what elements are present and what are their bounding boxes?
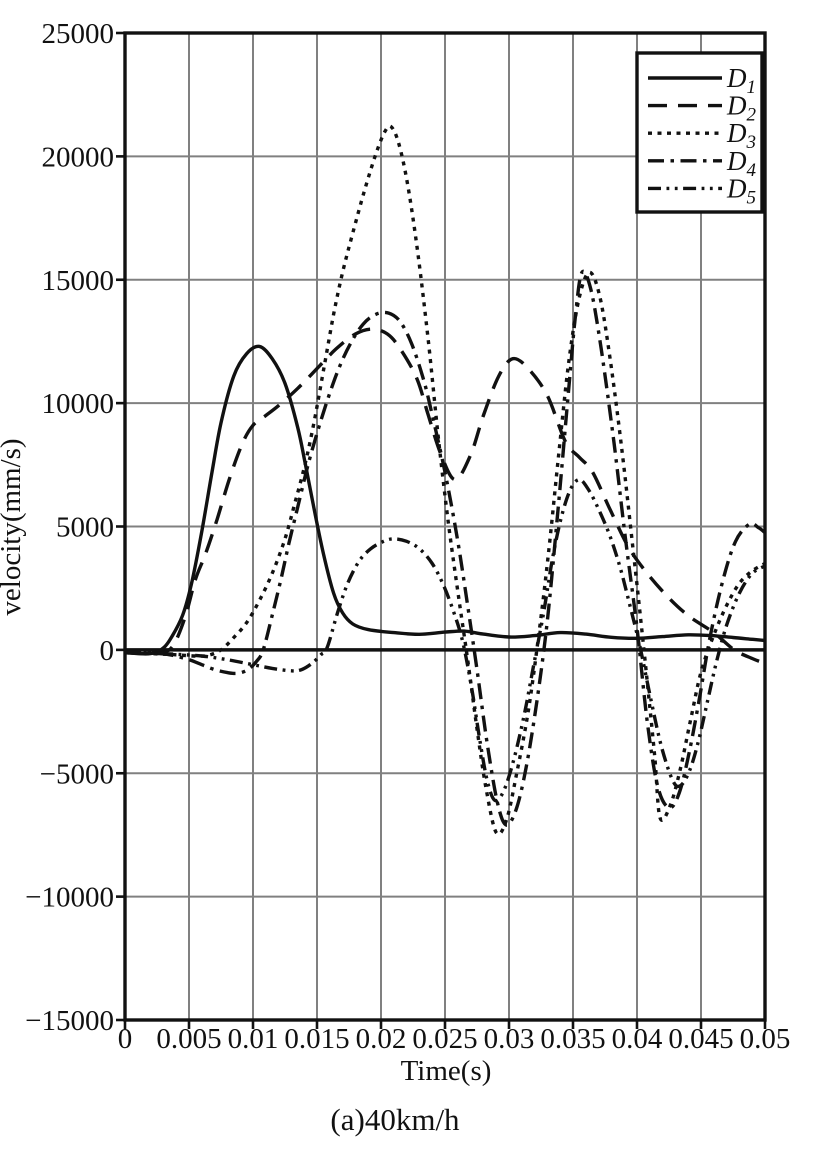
y-tick-label: 20000 bbox=[42, 141, 115, 173]
plot-border bbox=[123, 31, 767, 1022]
y-axis-title: velocity(mm/s) bbox=[0, 438, 27, 615]
x-tick-label: 0.015 bbox=[284, 1023, 349, 1055]
y-tick-label: 10000 bbox=[42, 388, 115, 420]
x-axis-title: Time(s) bbox=[401, 1055, 492, 1087]
legend-label-d2: D2 bbox=[726, 91, 757, 126]
x-tick-label: 0.045 bbox=[668, 1023, 733, 1055]
legend-label-d1: D1 bbox=[726, 63, 756, 98]
legend-entry: D4 bbox=[648, 146, 757, 181]
x-tick-label: 0 bbox=[118, 1023, 133, 1055]
y-tick-label: −15000 bbox=[25, 1005, 114, 1037]
y-tick-label: −10000 bbox=[25, 882, 114, 914]
x-tick-label: 0.04 bbox=[612, 1023, 663, 1055]
x-tick-label: 0.01 bbox=[228, 1023, 279, 1055]
y-tick-label: 25000 bbox=[42, 18, 115, 50]
x-axis-tick-labels: 0 0.005 0.01 0.015 0.02 0.025 0.03 0.035… bbox=[118, 1023, 791, 1055]
chart-caption: (a)40km/h bbox=[330, 1102, 460, 1137]
y-axis-tick-labels: 25000 20000 15000 10000 5000 0 −5000 −10… bbox=[25, 18, 114, 1037]
legend-label-d3: D3 bbox=[726, 118, 756, 153]
legend: D1 D2 D3 D4 D5 bbox=[635, 51, 764, 214]
x-tick-label: 0.005 bbox=[156, 1023, 221, 1055]
legend-label-d5: D5 bbox=[726, 173, 756, 208]
y-tick-label: −5000 bbox=[40, 758, 114, 790]
series-d2-line bbox=[124, 327, 766, 665]
x-tick-label: 0.03 bbox=[484, 1023, 535, 1055]
x-tick-label: 0.02 bbox=[356, 1023, 407, 1055]
y-tick-label: 5000 bbox=[56, 512, 114, 544]
legend-entry: D1 bbox=[648, 63, 756, 98]
legend-entry: D5 bbox=[648, 173, 756, 208]
x-tick-label: 0.025 bbox=[412, 1023, 477, 1055]
legend-entry: D2 bbox=[648, 91, 757, 126]
gridlines bbox=[125, 33, 765, 1020]
series-d1-line bbox=[124, 344, 766, 656]
legend-label-d4: D4 bbox=[726, 146, 757, 181]
x-tick-label: 0.035 bbox=[540, 1023, 605, 1055]
y-tick-label: 0 bbox=[100, 635, 115, 667]
series-d5-line bbox=[124, 477, 766, 803]
x-tick-label: 0.05 bbox=[740, 1023, 791, 1055]
series-layer bbox=[124, 124, 767, 836]
legend-entry: D3 bbox=[648, 118, 756, 153]
y-tick-label: 15000 bbox=[42, 265, 115, 297]
series-d4-line bbox=[124, 269, 767, 827]
